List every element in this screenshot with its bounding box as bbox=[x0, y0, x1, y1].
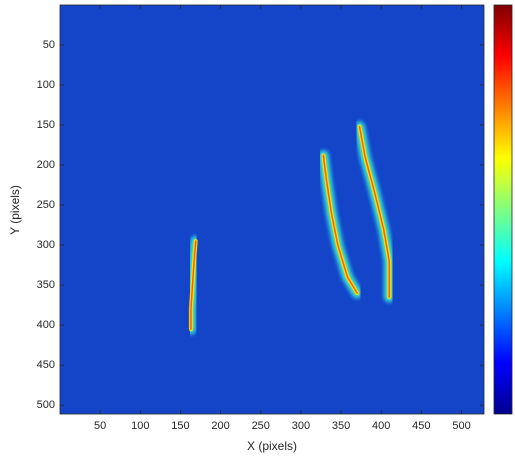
x-tick-label: 200 bbox=[211, 420, 229, 432]
x-tick-label: 400 bbox=[372, 420, 390, 432]
y-tick-label: 50 bbox=[43, 39, 55, 51]
y-tick-label: 150 bbox=[37, 119, 55, 131]
y-axis-label: Y (pixels) bbox=[8, 185, 22, 235]
y-tick-label: 350 bbox=[37, 279, 55, 291]
x-tick-label: 100 bbox=[131, 420, 149, 432]
x-tick-label: 500 bbox=[452, 420, 470, 432]
image-background bbox=[60, 5, 484, 414]
x-tick-label: 450 bbox=[412, 420, 430, 432]
x-axis-label: X (pixels) bbox=[247, 439, 297, 453]
y-tick-label: 250 bbox=[37, 199, 55, 211]
streak bbox=[190, 240, 197, 330]
y-tick-label: 100 bbox=[37, 79, 55, 91]
y-tick-label: 450 bbox=[37, 359, 55, 371]
plot-frame bbox=[59, 4, 485, 415]
y-tick-label: 500 bbox=[37, 399, 55, 411]
x-tick-label: 50 bbox=[94, 420, 106, 432]
streak bbox=[358, 125, 390, 298]
x-tick-label: 150 bbox=[171, 420, 189, 432]
y-tick-label: 400 bbox=[37, 319, 55, 331]
x-tick-label: 350 bbox=[332, 420, 350, 432]
streak bbox=[322, 154, 358, 294]
x-tick-label: 300 bbox=[292, 420, 310, 432]
y-tick-label: 200 bbox=[37, 159, 55, 171]
y-tick-label: 300 bbox=[37, 239, 55, 251]
streaks bbox=[185, 121, 395, 335]
colorbar bbox=[493, 4, 513, 415]
x-tick-label: 250 bbox=[252, 420, 270, 432]
